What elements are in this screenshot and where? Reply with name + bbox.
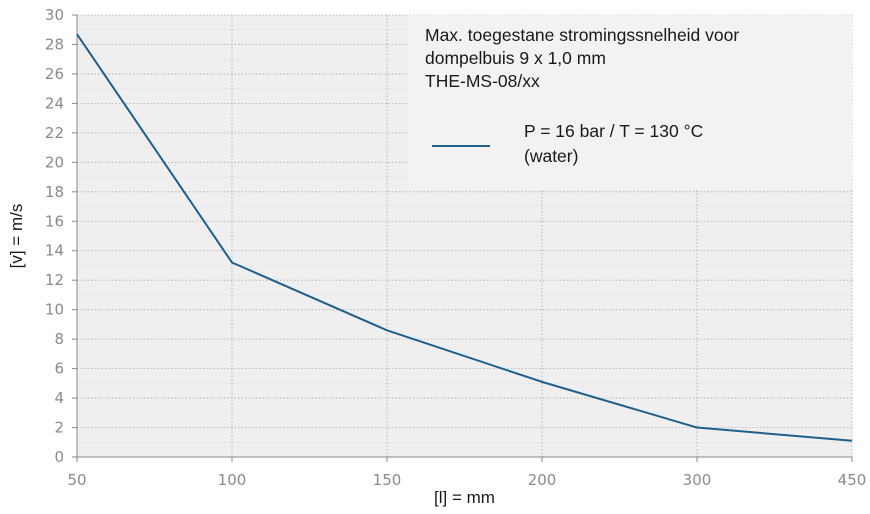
x-axis-title: [l] = mm — [434, 488, 495, 507]
y-tick-label: 10 — [45, 301, 64, 319]
chart-title-line-3: THE-MS-08/xx — [425, 71, 540, 91]
y-tick-label: 8 — [54, 330, 64, 348]
y-tick-label: 4 — [54, 389, 64, 407]
x-tick-label: 50 — [67, 471, 86, 489]
y-tick-label: 26 — [45, 65, 64, 83]
series-line — [76, 33, 853, 442]
series-group — [76, 33, 853, 442]
x-tick-labels: 50 100 150 200 300 450 — [67, 471, 866, 489]
legend: Max. toegestane stromingssnelheid voor d… — [425, 25, 739, 166]
chart-title-line-2: dompelbuis 9 x 1,0 mm — [425, 48, 606, 68]
y-tick-label: 6 — [54, 360, 64, 378]
y-tick-label: 20 — [45, 153, 64, 171]
x-tick-label: 450 — [838, 471, 867, 489]
x-tick-label: 300 — [683, 471, 712, 489]
y-tick-label: 0 — [54, 448, 64, 466]
x-tick-label: 150 — [373, 471, 402, 489]
x-tick-label: 100 — [218, 471, 247, 489]
y-tick-label: 2 — [54, 419, 64, 437]
y-tick-label: 12 — [45, 271, 64, 289]
legend-label-line-1: P = 16 bar / T = 130 °C — [524, 121, 703, 141]
x-tick-label: 200 — [528, 471, 557, 489]
y-tick-label: 30 — [45, 6, 64, 24]
legend-label-line-2: (water) — [524, 146, 578, 166]
y-tick-label: 24 — [45, 94, 64, 112]
legend-box — [409, 15, 852, 190]
y-axis-title: [v] = m/s — [7, 204, 26, 269]
y-tick-label: 18 — [45, 183, 64, 201]
y-tick-label: 16 — [45, 212, 64, 230]
y-tick-label: 28 — [45, 35, 64, 53]
y-tick-label: 22 — [45, 124, 64, 142]
chart-title-line-1: Max. toegestane stromingssnelheid voor — [425, 25, 739, 45]
y-tick-label: 14 — [45, 242, 64, 260]
